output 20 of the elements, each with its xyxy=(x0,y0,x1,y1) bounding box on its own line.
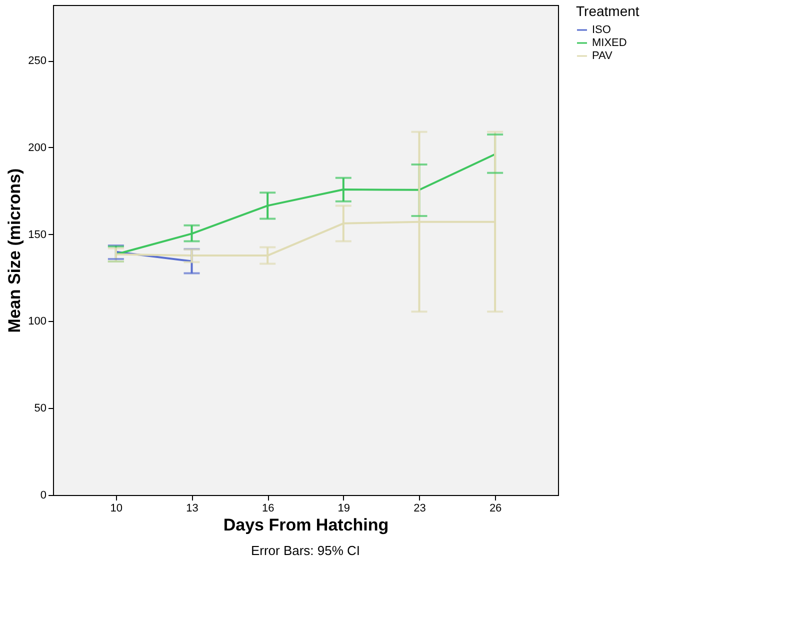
x-tick-label: 16 xyxy=(262,502,274,514)
legend-label: MIXED xyxy=(592,37,627,49)
x-tick-label: 19 xyxy=(338,502,350,514)
y-tick-label: 150 xyxy=(28,228,46,241)
x-tick-label: 10 xyxy=(110,502,123,514)
y-tick-label: 100 xyxy=(28,316,46,328)
x-tick-label: 23 xyxy=(414,502,426,514)
x-axis-title: Days From Hatching xyxy=(223,516,389,534)
y-tick-label: 0 xyxy=(40,490,46,502)
legend-label: PAV xyxy=(592,50,614,62)
legend-label: ISO xyxy=(592,24,612,36)
y-tick-label: 250 xyxy=(28,55,46,68)
y-tick-label: 200 xyxy=(28,142,46,154)
y-tick-label: 50 xyxy=(34,402,46,415)
x-tick-label: 26 xyxy=(489,502,502,514)
line-series xyxy=(114,153,496,256)
legend-title: Treatment xyxy=(576,3,640,19)
text: Error Bars: 95% CI xyxy=(250,543,360,558)
y-axis-title: Mean Size (microns) xyxy=(5,168,24,333)
x-tick-label: 13 xyxy=(186,502,198,514)
